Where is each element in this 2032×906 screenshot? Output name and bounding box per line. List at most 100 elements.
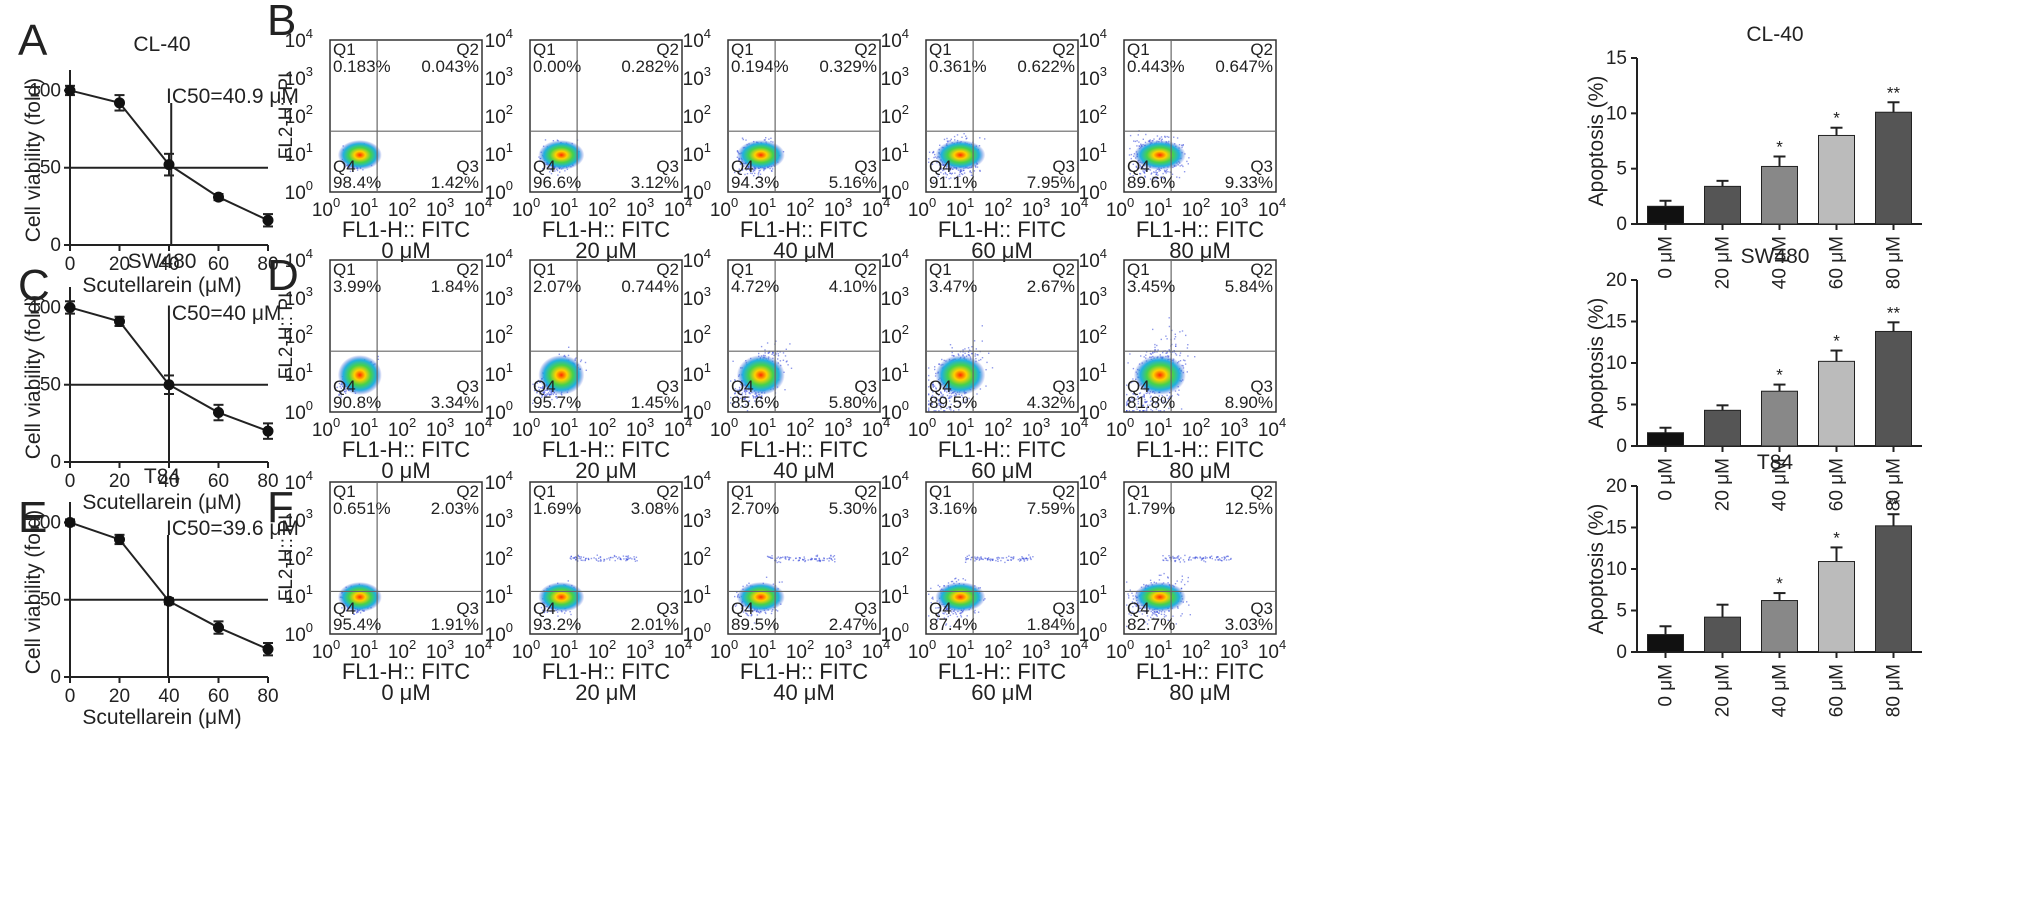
- event-dot: [1151, 172, 1153, 174]
- event-dot: [559, 171, 561, 173]
- event-dot: [1194, 356, 1196, 358]
- event-dot: [981, 340, 983, 342]
- event-dot: [928, 158, 930, 160]
- event-dot: [1143, 172, 1146, 174]
- y-log-tick-exponent: 2: [506, 102, 513, 117]
- flow-plot-2-1: Q13.99%Q21.84%Q33.34%Q490.8%100100101101…: [276, 246, 492, 483]
- event-dot: [943, 410, 945, 412]
- event-dot: [1162, 172, 1164, 175]
- event-dot: [928, 410, 930, 412]
- event-dot: [1127, 362, 1129, 364]
- event-dot: [1152, 328, 1154, 331]
- event-dot: [759, 169, 761, 172]
- flow-plot-1-3: Q10.194%Q20.329%Q35.16%Q494.3%1001001011…: [683, 26, 891, 263]
- x-log-tick-exponent: 2: [609, 195, 616, 210]
- plot-frame: [727, 259, 881, 413]
- event-dot: [359, 612, 362, 614]
- event-dot: [771, 170, 773, 172]
- event-dot: [1158, 170, 1160, 172]
- event-dot: [1142, 405, 1144, 407]
- event-dot: [785, 348, 787, 350]
- event-dot: [352, 170, 354, 172]
- event-dot: [949, 168, 952, 171]
- event-dot: [536, 382, 538, 384]
- x-log-tick-exponent: 1: [571, 415, 578, 430]
- event-dot: [1171, 173, 1174, 175]
- y-log-tick-exponent: 0: [1100, 398, 1107, 413]
- event-dot: [751, 172, 753, 175]
- q4-value: 90.8%: [333, 393, 381, 412]
- event-dot: [340, 396, 342, 398]
- q4-value: 85.6%: [731, 393, 779, 412]
- y-log-tick-exponent: 4: [306, 26, 313, 41]
- event-dot: [779, 360, 782, 362]
- event-dot: [770, 169, 773, 172]
- density-core: [736, 355, 785, 396]
- y-log-tick-label: 101: [485, 140, 513, 166]
- q1-name: Q1: [929, 40, 952, 59]
- event-dot: [979, 388, 982, 390]
- event-dot: [959, 175, 961, 177]
- event-dot: [1145, 401, 1147, 403]
- event-dot: [973, 340, 976, 342]
- event-dot: [1155, 173, 1157, 176]
- event-dot: [1150, 400, 1152, 402]
- event-dot: [951, 395, 953, 398]
- event-dot: [949, 344, 952, 346]
- y-log-tick-exponent: 3: [902, 64, 909, 79]
- event-dot: [932, 386, 934, 388]
- event-dot: [1179, 360, 1182, 362]
- event-dot: [1178, 144, 1181, 146]
- density-core: [337, 355, 382, 396]
- event-dot: [964, 348, 966, 350]
- event-dot: [1138, 392, 1141, 395]
- event-dot: [1149, 178, 1152, 180]
- y-log-tick-exponent: 3: [506, 284, 513, 299]
- event-dot: [1146, 400, 1148, 403]
- event-dot: [1173, 136, 1175, 138]
- dose-label: 0 μM: [381, 458, 430, 483]
- flow-plot-1-2: Q10.00%Q20.282%Q33.12%Q496.6%10010010110…: [485, 26, 693, 263]
- y-axis-label: Cell viability (fold): [22, 295, 45, 460]
- event-dot: [533, 389, 536, 392]
- event-dot: [745, 139, 747, 141]
- event-dot: [1159, 137, 1161, 139]
- event-dot: [1166, 135, 1168, 138]
- event-dot: [542, 393, 544, 395]
- y-log-tick-exponent: 2: [704, 102, 711, 117]
- event-dot: [953, 177, 956, 179]
- x-tick-label: 20: [109, 471, 130, 492]
- event-dot: [1156, 135, 1159, 137]
- event-dot: [787, 364, 789, 366]
- y-log-tick-label: 103: [1079, 64, 1107, 90]
- event-dot: [938, 363, 940, 365]
- event-dot: [975, 166, 977, 168]
- x-log-tick-exponent: 1: [371, 415, 378, 430]
- q2-name: Q2: [456, 260, 479, 279]
- plot-frame: [1123, 39, 1277, 193]
- event-dot: [1145, 167, 1147, 169]
- event-dot: [970, 171, 972, 174]
- event-dot: [1130, 381, 1132, 384]
- event-dot: [1167, 398, 1169, 400]
- y-log-tick-label: 104: [485, 26, 513, 52]
- event-dot: [1156, 177, 1159, 179]
- event-dot: [785, 361, 788, 363]
- event-dot: [1183, 171, 1186, 173]
- event-dot: [946, 394, 949, 397]
- event-dot: [1159, 398, 1161, 401]
- y-log-tick-exponent: 0: [306, 398, 313, 413]
- event-dot: [934, 397, 936, 399]
- x-log-tick-exponent: 3: [647, 415, 654, 430]
- event-dot: [928, 394, 930, 396]
- event-dot: [1152, 352, 1154, 354]
- event-dot: [339, 391, 341, 393]
- event-dot: [549, 171, 551, 173]
- event-dot: [940, 171, 942, 174]
- event-dot: [1179, 331, 1181, 333]
- event-dot: [752, 170, 754, 173]
- event-dot: [1179, 352, 1182, 354]
- x-log-tick-exponent: 2: [807, 415, 814, 430]
- y-log-tick-exponent: 2: [306, 322, 313, 337]
- event-dot: [1147, 140, 1150, 142]
